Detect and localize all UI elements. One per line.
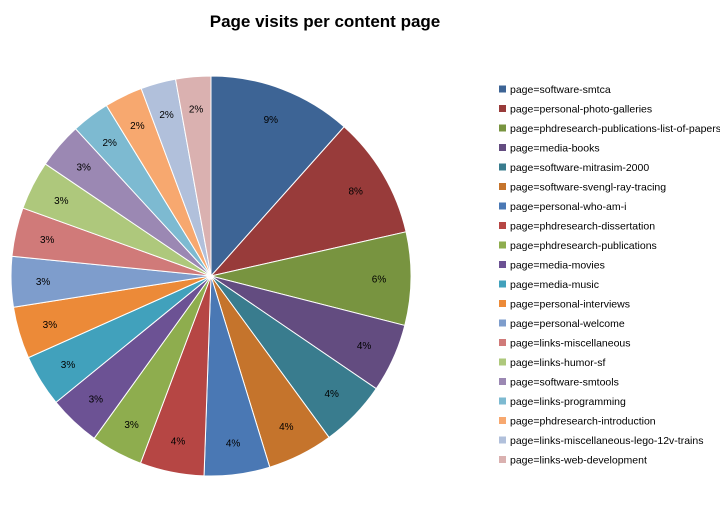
pie-slice: [210, 231, 412, 327]
legend-swatch: [499, 378, 506, 385]
data-label: 4%: [279, 422, 294, 433]
data-label: 3%: [54, 196, 69, 207]
legend-label: page=software-svengl-ray-tracing: [510, 182, 666, 194]
legend-label: page=personal-interviews: [510, 299, 630, 311]
data-label: 2%: [102, 138, 117, 149]
data-label: 4%: [171, 437, 186, 448]
legend-swatch: [499, 280, 506, 288]
legend-swatch: [499, 436, 506, 444]
legend-swatch: [499, 339, 506, 346]
data-label: 2%: [189, 105, 204, 116]
legend-label: page=phdresearch-publications-list-of-pa…: [510, 123, 720, 135]
data-label: 8%: [348, 187, 363, 198]
data-label: 2%: [159, 110, 174, 121]
data-label: 3%: [89, 394, 104, 405]
legend-swatch: [499, 144, 506, 151]
legend-label: page=software-smtca: [510, 84, 611, 96]
data-label: 3%: [43, 320, 58, 331]
data-label: 3%: [61, 360, 76, 371]
data-label: 9%: [264, 115, 279, 126]
legend-swatch: [499, 183, 506, 190]
legend-swatch: [499, 202, 506, 210]
legend-swatch: [499, 300, 506, 307]
legend-swatch: [499, 261, 506, 268]
pie-slice: [210, 75, 345, 278]
data-label: 4%: [357, 341, 372, 352]
legend-label: page=media-movies: [510, 260, 605, 272]
legend-label: page=media-books: [510, 143, 600, 155]
pie-slice: [174, 75, 212, 277]
legend-label: page=links-humor-sf: [510, 357, 606, 369]
data-label: 3%: [36, 277, 51, 288]
legend-label: page=personal-who-am-i: [510, 201, 626, 213]
legend-swatch: [499, 456, 506, 463]
legend-swatch: [499, 124, 506, 132]
legend-swatch: [499, 85, 506, 93]
legend-swatch: [499, 163, 506, 171]
legend-swatch: [499, 397, 506, 405]
data-label: 3%: [124, 420, 139, 431]
data-label: 6%: [372, 274, 387, 285]
legend-swatch: [499, 241, 506, 249]
chart-title: Page visits per content page: [210, 12, 441, 31]
legend-label: page=links-miscellaneous-lego-12v-trains: [510, 435, 703, 447]
data-label: 3%: [76, 162, 91, 173]
legend: page=software-smtca page=personal-photo-g…: [499, 84, 720, 467]
legend-label: page=links-web-development: [510, 455, 647, 467]
legend-swatch: [499, 105, 506, 112]
pie-slices: [10, 75, 412, 477]
legend-label: page=media-music: [510, 279, 599, 291]
pie-data-labels: 9% 8% 6% 4% 4% 4% 4% 4% 3% 3% 3% 3% 3% 3% 3% 3% 2% 2% 2% 2%: [36, 105, 386, 450]
data-label: 4%: [226, 439, 241, 450]
legend-label: page=phdresearch-introduction: [510, 416, 656, 428]
legend-swatch: [499, 417, 506, 424]
legend-label: page=personal-photo-galleries: [510, 104, 652, 116]
legend-label: page=personal-welcome: [510, 318, 625, 330]
legend-label: page=phdresearch-dissertation: [510, 221, 655, 233]
data-label: 3%: [40, 235, 55, 246]
legend-label: page=links-miscellaneous: [510, 338, 631, 350]
legend-label: page=links-programming: [510, 396, 626, 408]
data-label: 2%: [130, 121, 145, 132]
legend-swatch: [499, 319, 506, 327]
legend-label: page=phdresearch-publications: [510, 240, 657, 252]
legend-label: page=software-mitrasim-2000: [510, 162, 649, 174]
legend-swatch: [499, 222, 506, 229]
data-label: 4%: [324, 389, 339, 400]
pie-slice: [209, 126, 407, 277]
legend-label: page=software-smtools: [510, 377, 619, 389]
legend-swatch: [499, 358, 506, 366]
